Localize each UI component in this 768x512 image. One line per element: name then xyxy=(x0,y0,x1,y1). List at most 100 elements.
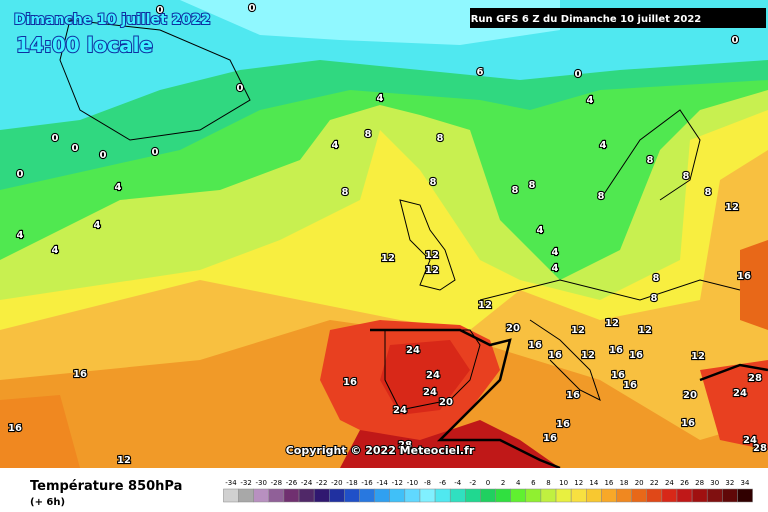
contour-label: 4 xyxy=(115,182,122,193)
map-field xyxy=(0,0,768,468)
contour-label: 4 xyxy=(52,245,59,256)
colorbar-label: 10 xyxy=(559,479,568,487)
colorbar-label: 2 xyxy=(501,479,505,487)
colorbar-label: -30 xyxy=(256,479,267,487)
contour-label: 0 xyxy=(52,133,59,144)
time-title: 14:00 locale xyxy=(16,33,153,57)
contour-label: 16 xyxy=(548,350,562,361)
copyright: Copyright © 2022 Meteociel.fr xyxy=(286,444,475,457)
contour-label: 0 xyxy=(249,3,256,14)
colorbar-label: 12 xyxy=(574,479,583,487)
colorbar-label: -24 xyxy=(301,479,313,487)
contour-label: 24 xyxy=(406,345,420,356)
colorbar-swatch xyxy=(676,488,693,503)
colorbar-swatch xyxy=(298,488,315,503)
contour-label: 4 xyxy=(552,263,559,274)
contour-label: 0 xyxy=(157,5,164,16)
colorbar-swatch xyxy=(555,488,572,503)
contour-label: 16 xyxy=(566,390,580,401)
contour-label: 12 xyxy=(117,455,131,466)
colorbar-swatch xyxy=(586,488,602,503)
contour-label: 16 xyxy=(629,350,643,361)
colorbar-swatch xyxy=(404,488,421,503)
colorbar-label: -18 xyxy=(346,479,357,487)
footer-step: (+ 6h) xyxy=(30,497,65,508)
colorbar-label: -34 xyxy=(225,479,237,487)
contour-label: 24 xyxy=(743,435,757,446)
contour-label: 8 xyxy=(651,293,658,304)
contour-label: 16 xyxy=(528,340,542,351)
colorbar-label: 8 xyxy=(546,479,550,487)
contour-label: 4 xyxy=(377,93,384,104)
colorbar-swatch xyxy=(525,488,542,503)
colorbar-swatch xyxy=(737,488,753,503)
colorbar-swatch xyxy=(329,488,345,503)
contour-label: 0 xyxy=(17,169,24,180)
contour-label: 4 xyxy=(600,140,607,151)
colorbar-swatch xyxy=(449,488,466,503)
contour-label: 0 xyxy=(575,69,582,80)
colorbar-swatch xyxy=(434,488,451,503)
contour-label: 8 xyxy=(529,180,536,191)
contour-label: 20 xyxy=(683,390,697,401)
colorbar-label: -32 xyxy=(240,479,251,487)
contour-label: 12 xyxy=(425,250,439,261)
contour-label: 16 xyxy=(556,419,570,430)
contour-label: 16 xyxy=(737,271,751,282)
contour-label: 12 xyxy=(605,318,619,329)
colorbar-label: 28 xyxy=(695,479,704,487)
colorbar-swatch xyxy=(480,488,496,503)
colorbar-label: -8 xyxy=(424,479,431,487)
colorbar-swatch xyxy=(601,488,617,503)
colorbar-swatch xyxy=(540,488,557,503)
contour-label: 28 xyxy=(748,373,762,384)
run-box xyxy=(470,8,766,28)
contour-label: 12 xyxy=(638,325,652,336)
colorbar-swatch xyxy=(661,488,678,503)
colorbar-swatch xyxy=(344,488,360,503)
contour-label: 12 xyxy=(425,265,439,276)
contour-label: 12 xyxy=(581,350,595,361)
contour-label: 28 xyxy=(753,443,767,454)
contour-label: 4 xyxy=(552,247,559,258)
contour-label: 24 xyxy=(393,405,407,416)
colorbar: -34 -32 -30 -28 -26 -24 -22 -20 -18 -16 -14 -12 -10-… xyxy=(223,479,753,503)
colorbar-label: -22 xyxy=(316,479,327,487)
colorbar-label: -28 xyxy=(271,479,282,487)
colorbar-label: 18 xyxy=(620,479,629,487)
contour-label: 4 xyxy=(94,220,101,231)
colorbar-label: 30 xyxy=(710,479,719,487)
contour-label: 4 xyxy=(587,95,594,106)
contour-label: 8 xyxy=(342,187,349,198)
colorbar-swatch xyxy=(465,488,481,503)
colorbar-swatch xyxy=(631,488,647,503)
contour-label: 16 xyxy=(681,418,695,429)
contour-label: 12 xyxy=(725,202,739,213)
contour-label: 0 xyxy=(152,147,159,158)
colorbar-swatch xyxy=(359,488,375,503)
contour-label: 24 xyxy=(423,387,437,398)
contour-label: 4 xyxy=(17,230,24,241)
contour-label: 16 xyxy=(73,369,87,380)
colorbar-label: -6 xyxy=(439,479,447,487)
colorbar-swatch xyxy=(268,488,285,503)
colorbar-swatch xyxy=(253,488,270,503)
contour-label: 8 xyxy=(430,177,437,188)
contour-label: 12 xyxy=(571,325,585,336)
contour-label: 16 xyxy=(343,377,357,388)
contour-label: 8 xyxy=(683,171,690,182)
colorbar-label: 34 xyxy=(741,479,750,487)
colorbar-swatch xyxy=(691,488,708,503)
contour-label: 6 xyxy=(477,67,484,78)
contour-label: 4 xyxy=(537,225,544,236)
colorbar-label: 26 xyxy=(680,479,689,487)
colorbar-swatch xyxy=(313,488,330,503)
contour-label: 0 xyxy=(237,83,244,94)
colorbar-label: 4 xyxy=(516,479,521,487)
contour-label: 12 xyxy=(381,253,395,264)
colorbar-label: 32 xyxy=(725,479,734,487)
contour-label: 16 xyxy=(609,345,623,356)
colorbar-swatch xyxy=(722,488,738,503)
contour-label: 16 xyxy=(8,423,22,434)
